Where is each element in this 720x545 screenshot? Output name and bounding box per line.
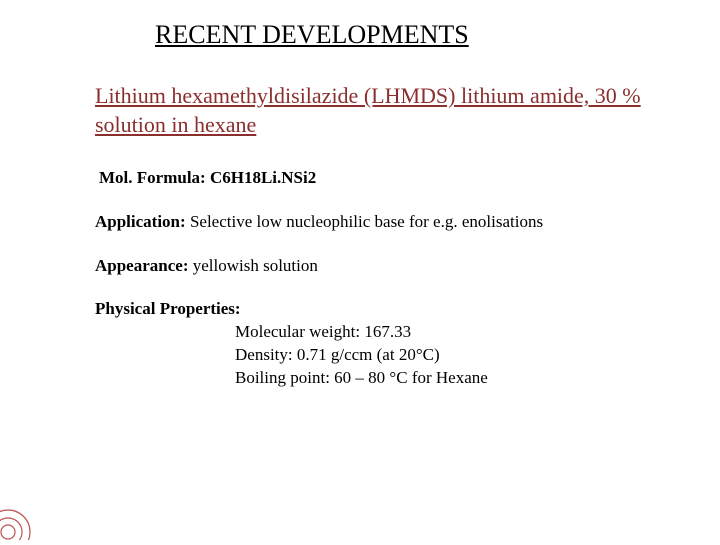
slide-title: RECENT DEVELOPMENTS (155, 20, 660, 50)
compound-heading: Lithium hexamethyldisilazide (LHMDS) lit… (95, 82, 660, 139)
application-value: Selective low nucleophilic base for e.g.… (190, 212, 543, 231)
physical-property-item: Molecular weight: 167.33 (235, 321, 660, 344)
physical-properties-label: Physical Properties: (95, 299, 660, 319)
slide-container: RECENT DEVELOPMENTS Lithium hexamethyldi… (0, 0, 720, 540)
application-label: Application: (95, 212, 186, 231)
formula-field: Mol. Formula: C6H18Li.NSi2 (99, 167, 660, 189)
application-field: Application: Selective low nucleophilic … (95, 211, 660, 233)
corner-decoration-icon (0, 485, 55, 540)
physical-property-item: Density: 0.71 g/ccm (at 20°C) (235, 344, 660, 367)
appearance-field: Appearance: yellowish solution (95, 255, 660, 277)
physical-properties-list: Molecular weight: 167.33 Density: 0.71 g… (235, 321, 660, 390)
appearance-label: Appearance: (95, 256, 188, 275)
appearance-value: yellowish solution (193, 256, 318, 275)
physical-property-item: Boiling point: 60 – 80 °C for Hexane (235, 367, 660, 390)
formula-value: C6H18Li.NSi2 (210, 168, 316, 187)
formula-label: Mol. Formula: (99, 168, 206, 187)
